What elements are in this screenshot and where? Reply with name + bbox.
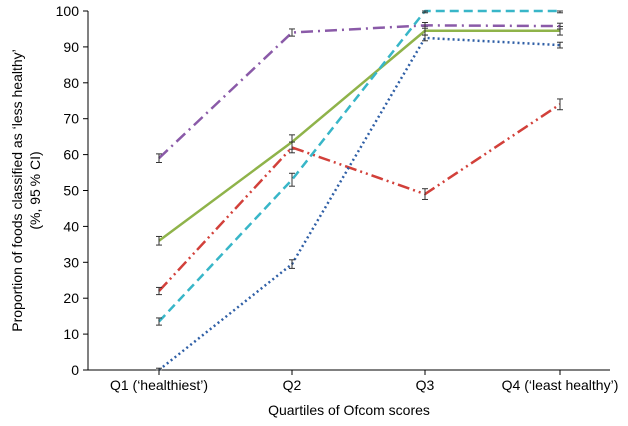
series-2 (156, 21, 563, 163)
y-tick-label: 70 (63, 111, 79, 127)
error-bar (557, 98, 563, 111)
axes: 0 10 20 30 40 50 60 70 80 90 100 Q1 (‘healthiest’) Q… (56, 3, 619, 393)
error-bar (156, 286, 162, 296)
error-bar (289, 28, 295, 37)
series-line (158, 103, 561, 292)
error-bar (422, 34, 428, 42)
y-tick-label: 10 (63, 326, 79, 342)
y-tick-label: 50 (63, 183, 79, 199)
error-bar (557, 10, 563, 14)
error-bar (156, 235, 162, 246)
series-line (158, 24, 561, 160)
x-tick-label: Q3 (416, 377, 435, 393)
y-tick-label: 90 (63, 39, 79, 55)
error-bar (156, 153, 162, 163)
series-3 (156, 98, 563, 296)
error-bar (289, 141, 295, 154)
series-5 (156, 34, 563, 371)
x-axis-title: Quartiles of Ofcom scores (268, 402, 430, 418)
y-tick-label: 100 (56, 3, 80, 19)
error-bar (422, 21, 428, 29)
series-1 (156, 25, 563, 246)
y-tick-label: 20 (63, 290, 79, 306)
error-bar (557, 41, 563, 49)
y-axis-title-line2: (%, 95 % CI) (27, 151, 43, 229)
error-bar (422, 188, 428, 200)
error-bar (422, 10, 428, 14)
y-tick-label: 30 (63, 254, 79, 270)
y-tick-label: 40 (63, 218, 79, 234)
x-tick-label: Q2 (283, 377, 302, 393)
x-tick-label: Q1 (‘healthiest’) (110, 377, 208, 393)
y-axis-title-line1: Proportion of foods classified as ‘less … (9, 49, 25, 331)
y-tick-label: 0 (71, 362, 79, 378)
series-line (158, 9, 560, 323)
series-layer (156, 9, 563, 371)
series-line (158, 36, 561, 371)
error-bar (557, 22, 563, 30)
error-bar (289, 259, 295, 269)
error-bar (156, 367, 162, 371)
error-bar (156, 317, 162, 326)
error-bar (289, 172, 295, 187)
y-tick-label: 80 (63, 75, 79, 91)
y-tick-label: 60 (63, 147, 79, 163)
series-4 (156, 9, 563, 326)
series-line (158, 29, 560, 242)
x-tick-label: Q4 (‘least healthy’) (502, 377, 619, 393)
